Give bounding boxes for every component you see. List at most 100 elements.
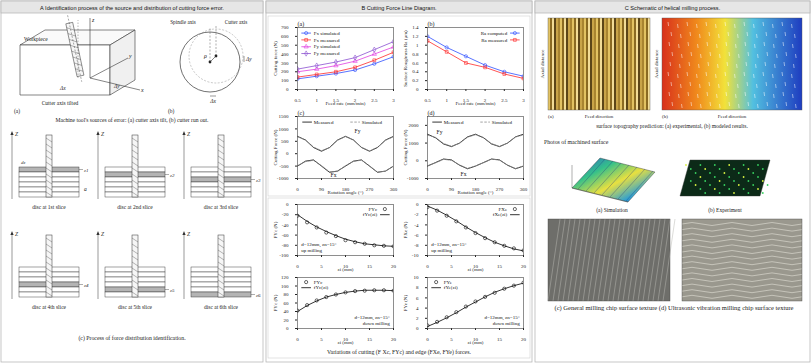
svg-text:Fy: Fy <box>355 128 361 134</box>
svg-text:6: 6 <box>416 296 419 301</box>
svg-text:up milling: up milling <box>301 248 322 253</box>
svg-text:disc at 3rd slice: disc at 3rd slice <box>204 204 239 210</box>
svg-text:600: 600 <box>281 34 289 39</box>
svg-text:Rotation angle (°): Rotation angle (°) <box>328 190 364 195</box>
svg-text:20: 20 <box>521 264 527 269</box>
svg-text:surface topography prediction:: surface topography prediction: (a) exper… <box>596 123 748 130</box>
svg-text:90: 90 <box>449 187 455 192</box>
svg-text:0.5: 0.5 <box>424 98 431 103</box>
svg-text:Δx: Δx <box>59 85 66 91</box>
svg-text:FYc: FYc <box>369 207 378 212</box>
svg-text:200: 200 <box>281 69 289 74</box>
svg-text:Fx: Fx <box>461 171 467 177</box>
svg-text:0.8: 0.8 <box>412 52 419 57</box>
svg-text:C Schematic of helical milling: C Schematic of helical milling process. <box>625 5 721 11</box>
svg-text:Measured: Measured <box>444 120 464 125</box>
svg-text:Measured: Measured <box>314 120 334 125</box>
svg-text:5: 5 <box>450 337 453 342</box>
svg-text:(b) Experiment: (b) Experiment <box>708 207 742 214</box>
svg-text:60: 60 <box>284 301 290 306</box>
svg-text:0: 0 <box>416 202 419 207</box>
svg-text:Axial distance: Axial distance <box>540 49 545 79</box>
svg-text:ρ: ρ <box>203 53 207 59</box>
svg-text:700: 700 <box>281 25 289 30</box>
svg-text:x: x <box>140 87 144 93</box>
svg-text:1.4: 1.4 <box>412 25 419 30</box>
svg-text:Spindle axis: Spindle axis <box>170 19 196 25</box>
svg-text:Feed direction: Feed direction <box>585 114 614 119</box>
svg-text:8: 8 <box>416 285 419 290</box>
svg-text:Variations of cutting (F Xc, F: Variations of cutting (F Xc, FYc) and ed… <box>327 349 471 356</box>
svg-text:A Identification process of th: A Identification process of the source a… <box>40 5 224 11</box>
svg-text:Z: Z <box>15 231 19 237</box>
svg-text:Axial distance: Axial distance <box>654 49 659 79</box>
svg-text:fYc(zi): fYc(zi) <box>363 212 378 217</box>
svg-text:20: 20 <box>521 337 527 342</box>
svg-text:1: 1 <box>445 98 448 103</box>
svg-text:Feed direction: Feed direction <box>718 114 747 119</box>
svg-text:90: 90 <box>319 187 325 192</box>
svg-text:500: 500 <box>281 139 289 144</box>
svg-text:5: 5 <box>320 264 323 269</box>
svg-text:5: 5 <box>450 264 453 269</box>
svg-text:10: 10 <box>414 275 420 280</box>
svg-text:z6: z6 <box>255 293 261 298</box>
svg-text:-2: -2 <box>414 212 419 217</box>
svg-text:Machine tool's sources of erro: Machine tool's sources of error: (a) cut… <box>56 117 210 124</box>
svg-text:-500: -500 <box>279 164 289 169</box>
svg-text:disc at 1st slice: disc at 1st slice <box>32 204 66 210</box>
svg-text:-80: -80 <box>282 243 289 248</box>
svg-text:z2: z2 <box>169 173 175 178</box>
svg-text:120: 120 <box>281 275 289 280</box>
svg-text:Fx simulated: Fx simulated <box>314 31 340 36</box>
svg-text:z: z <box>91 17 95 23</box>
svg-text:0: 0 <box>286 151 289 156</box>
svg-text:zi (mm): zi (mm) <box>338 340 354 345</box>
svg-text:Δy: Δy <box>113 83 120 89</box>
svg-text:2.5: 2.5 <box>371 98 378 103</box>
svg-text:Fx: Fx <box>331 172 337 178</box>
svg-text:Z: Z <box>15 131 19 137</box>
svg-text:-1000: -1000 <box>277 176 289 181</box>
svg-text:(c) Process of force distribut: (c) Process of force distribution identi… <box>78 335 186 342</box>
svg-text:Cutting Force (N): Cutting Force (N) <box>273 129 278 165</box>
svg-text:0: 0 <box>296 264 299 269</box>
svg-text:disc at 5th slice: disc at 5th slice <box>118 304 153 310</box>
svg-text:(b): (b) <box>168 108 175 115</box>
svg-text:a: a <box>84 186 87 192</box>
svg-text:Cutter axis: Cutter axis <box>225 19 248 25</box>
svg-text:-1000: -1000 <box>407 176 419 181</box>
svg-text:0.2: 0.2 <box>412 78 419 83</box>
svg-text:Fy: Fy <box>437 129 443 135</box>
svg-text:zi (mm): zi (mm) <box>338 267 354 272</box>
svg-text:(c): (c) <box>298 110 305 117</box>
svg-text:z4: z4 <box>83 283 89 288</box>
svg-text:80: 80 <box>284 292 290 297</box>
svg-text:Feed rate (mm/min): Feed rate (mm/min) <box>456 101 496 106</box>
svg-text:40: 40 <box>284 309 290 314</box>
svg-text:360: 360 <box>390 187 398 192</box>
svg-text:1000: 1000 <box>279 127 290 132</box>
svg-text:Simulated: Simulated <box>362 120 383 125</box>
svg-text:0: 0 <box>286 202 289 207</box>
svg-text:0: 0 <box>426 337 429 342</box>
svg-text:360: 360 <box>520 187 528 192</box>
svg-text:1.2: 1.2 <box>412 34 419 39</box>
svg-text:100: 100 <box>281 78 289 83</box>
svg-text:z5: z5 <box>169 288 175 293</box>
svg-text:fYe(zi): fYe(zi) <box>444 285 458 290</box>
svg-text:Fx measured: Fx measured <box>314 38 340 43</box>
svg-text:Fy simulated: Fy simulated <box>314 44 340 49</box>
svg-text:Z: Z <box>101 131 105 137</box>
svg-text:20: 20 <box>391 264 397 269</box>
svg-text:0: 0 <box>286 326 289 331</box>
svg-text:disc at 2nd slice: disc at 2nd slice <box>117 204 153 210</box>
svg-text:15: 15 <box>367 337 373 342</box>
svg-text:20: 20 <box>391 337 397 342</box>
svg-text:2.5: 2.5 <box>501 98 508 103</box>
svg-text:Z: Z <box>101 231 105 237</box>
svg-text:disc at 4th slice: disc at 4th slice <box>32 304 67 310</box>
svg-text:Ra computed: Ra computed <box>481 31 508 36</box>
svg-text:500: 500 <box>281 43 289 48</box>
svg-text:Δx: Δx <box>209 98 216 104</box>
